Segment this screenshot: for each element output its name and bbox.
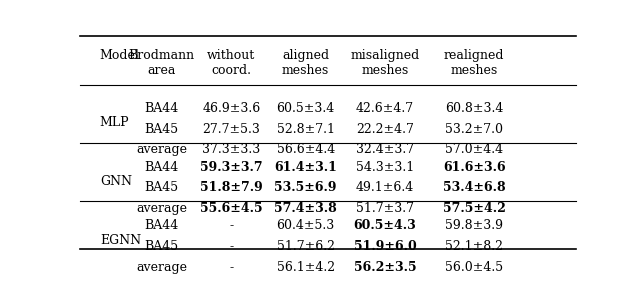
Text: GNN: GNN [100,175,132,188]
Text: 61.6±3.6: 61.6±3.6 [443,161,506,174]
Text: 56.0±4.5: 56.0±4.5 [445,261,504,274]
Text: 46.9±3.6: 46.9±3.6 [202,102,260,115]
Text: 52.8±7.1: 52.8±7.1 [276,123,335,136]
Text: -: - [229,240,234,253]
Text: 51.7±6.2: 51.7±6.2 [276,240,335,253]
Text: 56.6±4.4: 56.6±4.4 [276,144,335,157]
Text: 60.4±5.3: 60.4±5.3 [276,219,335,232]
Text: 57.5±4.2: 57.5±4.2 [443,202,506,215]
Text: EGNN: EGNN [100,233,141,247]
Text: 54.3±3.1: 54.3±3.1 [356,161,414,174]
Text: 53.2±7.0: 53.2±7.0 [445,123,503,136]
Text: average: average [136,261,188,274]
Text: 53.5±6.9: 53.5±6.9 [275,182,337,195]
Text: 57.4±3.8: 57.4±3.8 [275,202,337,215]
Text: BA45: BA45 [145,240,179,253]
Text: aligned
meshes: aligned meshes [282,49,330,77]
Text: 49.1±6.4: 49.1±6.4 [356,182,414,195]
Text: BA45: BA45 [145,123,179,136]
Text: 60.5±4.3: 60.5±4.3 [354,219,417,232]
Text: 27.7±5.3: 27.7±5.3 [202,123,260,136]
Text: 56.1±4.2: 56.1±4.2 [276,261,335,274]
Text: 51.9±6.0: 51.9±6.0 [354,240,417,253]
Text: misaligned
meshes: misaligned meshes [351,49,420,77]
Text: BA44: BA44 [145,161,179,174]
Text: 60.5±3.4: 60.5±3.4 [276,102,335,115]
Text: -: - [229,219,234,232]
Text: 52.1±8.2: 52.1±8.2 [445,240,503,253]
Text: 59.3±3.7: 59.3±3.7 [200,161,262,174]
Text: 61.4±3.1: 61.4±3.1 [275,161,337,174]
Text: 56.2±3.5: 56.2±3.5 [354,261,417,274]
Text: 42.6±4.7: 42.6±4.7 [356,102,414,115]
Text: 60.8±3.4: 60.8±3.4 [445,102,504,115]
Text: average: average [136,144,188,157]
Text: 37.3±3.3: 37.3±3.3 [202,144,260,157]
Text: without
coord.: without coord. [207,49,255,77]
Text: BA45: BA45 [145,182,179,195]
Text: 53.4±6.8: 53.4±6.8 [443,182,506,195]
Text: 57.0±4.4: 57.0±4.4 [445,144,504,157]
Text: BA44: BA44 [145,102,179,115]
Text: Brodmann
area: Brodmann area [129,49,195,77]
Text: realigned
meshes: realigned meshes [444,49,504,77]
Text: 51.8±7.9: 51.8±7.9 [200,182,262,195]
Text: Model: Model [100,49,140,62]
Text: 51.7±3.7: 51.7±3.7 [356,202,414,215]
Text: average: average [136,202,188,215]
Text: 59.8±3.9: 59.8±3.9 [445,219,503,232]
Text: 55.6±4.5: 55.6±4.5 [200,202,262,215]
Text: MLP: MLP [100,116,129,129]
Text: BA44: BA44 [145,219,179,232]
Text: 22.2±4.7: 22.2±4.7 [356,123,414,136]
Text: -: - [229,261,234,274]
Text: 32.4±3.7: 32.4±3.7 [356,144,414,157]
